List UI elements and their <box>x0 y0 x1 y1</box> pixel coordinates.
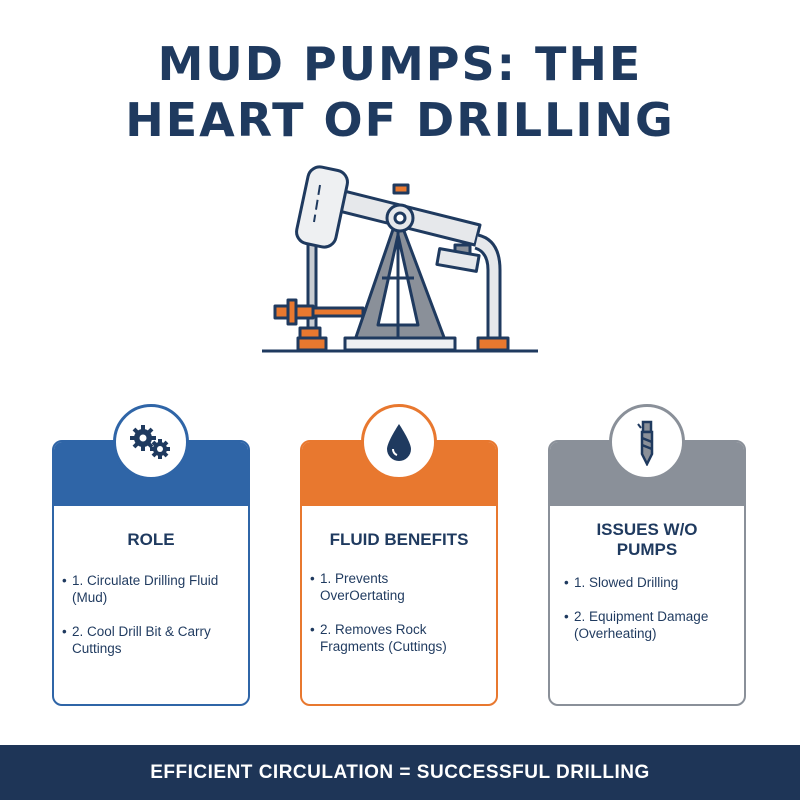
list-item: • 2. Equipment Damage (Overheating) <box>564 609 709 641</box>
list-item: • 1. Prevents OverOertating <box>310 571 405 603</box>
title-line-2: HEART OF DRILLING <box>125 93 675 147</box>
water-drop-icon <box>361 404 437 480</box>
card-heading: ROLE <box>127 530 175 549</box>
list-item: • 1. Slowed Drilling <box>564 575 679 590</box>
list-item: • 2. Cool Drill Bit & Carry Cuttings <box>62 624 211 656</box>
pumpjack-icon <box>262 165 538 353</box>
card-fluid-benefits: FLUID BENEFITS • 1. Prevents OverOertatin… <box>300 404 498 706</box>
card-heading: ISSUES W/O PUMPS <box>596 520 698 559</box>
list-item: • 1. Circulate Drilling Fluid (Mud) <box>62 573 219 605</box>
drill-bit-icon <box>609 404 685 480</box>
card-role: ROLE • 1. Circulate Drilling Fluid (Mud) … <box>52 404 250 706</box>
card-heading: FLUID BENEFITS <box>329 530 469 549</box>
page-title: MUD PUMPS: THE HEART OF DRILLING <box>0 36 800 148</box>
title-line-1: MUD PUMPS: THE <box>157 37 643 91</box>
list-item: • 2. Removes Rock Fragments (Cuttings) <box>310 622 447 654</box>
footer-banner: EFFICIENT CIRCULATION = SUCCESSFUL DRILL… <box>0 745 800 800</box>
gears-icon <box>113 404 189 480</box>
card-issues: ISSUES W/O PUMPS • 1. Slowed Drilling • 2.… <box>548 404 746 706</box>
